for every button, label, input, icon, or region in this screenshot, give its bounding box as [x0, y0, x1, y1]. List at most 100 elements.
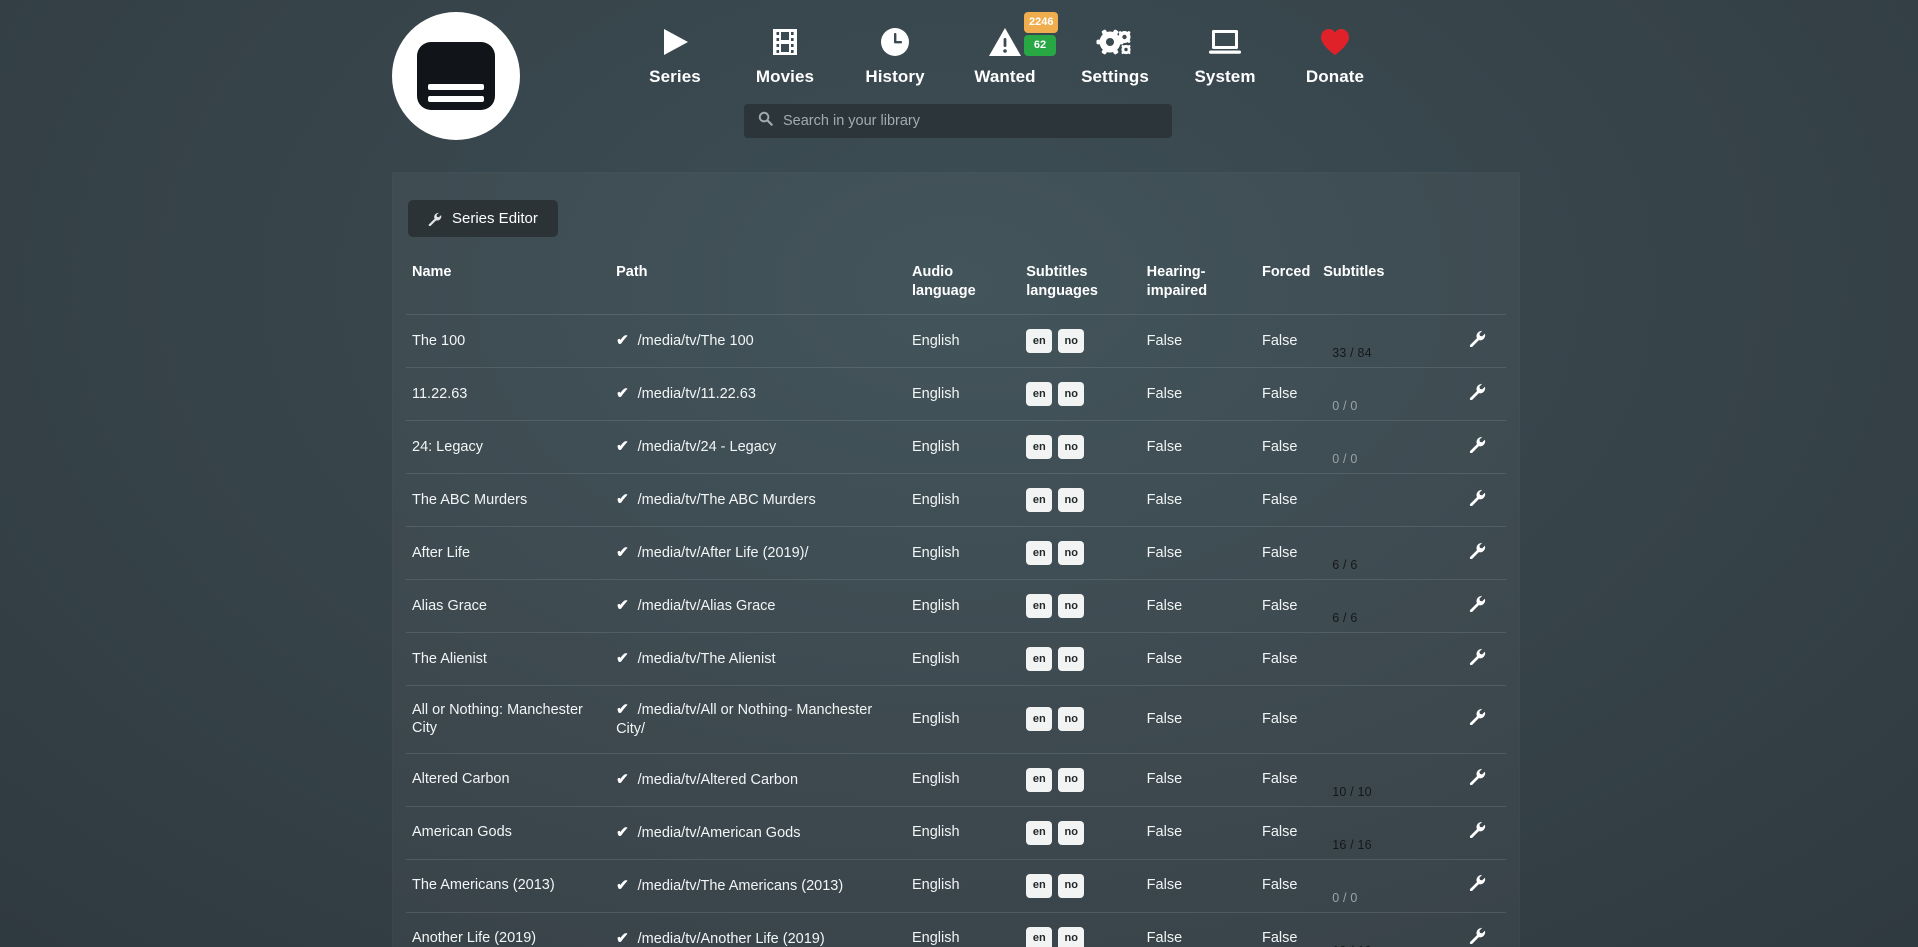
table-row[interactable]: 11.22.63 ✔ /media/tv/11.22.63 English en no Fa… — [406, 367, 1506, 421]
cell-hearing-impaired: False — [1140, 367, 1256, 421]
table-row[interactable]: Alias Grace ✔ /media/tv/Alias Grace English… — [406, 579, 1506, 633]
row-edit-button[interactable] — [1469, 383, 1486, 400]
language-badge-no[interactable]: no — [1058, 435, 1085, 460]
table-row[interactable]: The ABC Murders ✔ /media/tv/The ABC Murder… — [406, 473, 1506, 527]
language-badge-no[interactable]: no — [1058, 594, 1085, 619]
search-input[interactable] — [783, 113, 1158, 129]
table-row[interactable]: American Gods ✔ /media/tv/American Gods Eng… — [406, 805, 1506, 860]
cell-subtitles-languages: en no — [1020, 858, 1141, 913]
language-badge-en[interactable]: en — [1026, 541, 1053, 566]
language-badge-en[interactable]: en — [1026, 647, 1053, 672]
col-header-name[interactable]: Name — [412, 264, 452, 280]
col-header-forced[interactable]: Forced — [1261, 264, 1311, 280]
cell-hearing-impaired: False — [1140, 420, 1256, 474]
row-edit-button[interactable] — [1469, 489, 1486, 506]
language-badge-en[interactable]: en — [1026, 767, 1053, 792]
series-name: American Gods — [412, 824, 512, 841]
language-badge-no[interactable]: no — [1058, 707, 1085, 732]
language-badge-en[interactable]: en — [1026, 707, 1053, 732]
language-badge-no[interactable]: no — [1058, 488, 1085, 513]
language-badge-no[interactable]: no — [1058, 926, 1085, 947]
cell-name: The 100 — [406, 314, 611, 368]
bazarr-logo[interactable] — [392, 12, 520, 140]
cell-subtitles: 6 / 6 — [1317, 579, 1455, 633]
nav-item-settings[interactable]: Settings — [1060, 16, 1170, 85]
nav-item-wanted[interactable]: 2246 62 Wanted — [950, 12, 1060, 85]
language-badge-no[interactable]: no — [1058, 382, 1085, 407]
language-badge-no[interactable]: no — [1058, 541, 1085, 566]
language-badge-en[interactable]: en — [1026, 926, 1053, 947]
table-row[interactable]: The 100 ✔ /media/tv/The 100 English en no Fals… — [406, 314, 1506, 368]
nav-item-movies[interactable]: Movies — [730, 16, 840, 85]
cell-subtitles — [1317, 473, 1455, 527]
nav-item-history[interactable]: History — [840, 16, 950, 85]
badge-wanted-movies[interactable]: 62 — [1024, 35, 1056, 56]
language-badge-en[interactable]: en — [1026, 382, 1053, 407]
row-edit-button[interactable] — [1469, 768, 1486, 786]
nav-item-system[interactable]: System — [1170, 16, 1280, 85]
language-badge-en[interactable]: en — [1026, 329, 1053, 354]
language-badge-no[interactable]: no — [1058, 767, 1085, 792]
check-icon: ✔ — [616, 650, 629, 668]
row-edit-button[interactable] — [1469, 927, 1486, 945]
col-header-path[interactable]: Path — [616, 264, 648, 280]
row-edit-button[interactable] — [1469, 595, 1486, 612]
series-name: After Life — [412, 544, 471, 561]
nav-item-donate[interactable]: Donate — [1280, 16, 1390, 85]
cell-actions — [1454, 805, 1506, 860]
forced-value: False — [1261, 930, 1298, 947]
table-row[interactable]: The Americans (2013) ✔ /media/tv/The Ameri… — [406, 858, 1506, 913]
language-badge-en[interactable]: en — [1026, 873, 1053, 898]
cell-name: All or Nothing: Manchester City — [406, 685, 611, 754]
table-row[interactable]: Altered Carbon ✔ /media/tv/Altered Carbon E… — [406, 752, 1506, 807]
language-badge-en[interactable]: en — [1026, 594, 1053, 619]
series-editor-button[interactable]: Series Editor — [408, 200, 558, 237]
cell-audio-language: English — [905, 858, 1021, 913]
forced-value: False — [1261, 824, 1298, 841]
wanted-badges: 2246 62 — [1024, 12, 1059, 56]
language-badge-en[interactable]: en — [1026, 488, 1053, 513]
hearing-impaired-value: False — [1146, 544, 1183, 561]
row-edit-button[interactable] — [1469, 542, 1486, 559]
row-edit-button[interactable] — [1469, 436, 1486, 453]
col-header-hearing-impaired[interactable]: Hearing-impaired — [1146, 264, 1208, 299]
table-row[interactable]: The Alienist ✔ /media/tv/The Alienist Engli… — [406, 632, 1506, 686]
language-badge-no[interactable]: no — [1058, 873, 1085, 898]
series-name: The ABC Murders — [412, 491, 528, 508]
audio-language: English — [911, 930, 960, 947]
content-panel: Series Editor Name Path Audio language S… — [392, 172, 1520, 947]
row-edit-button[interactable] — [1469, 330, 1486, 347]
language-badge-en[interactable]: en — [1026, 435, 1053, 460]
table-row[interactable]: 24: Legacy ✔ /media/tv/24 - Legacy English e… — [406, 420, 1506, 474]
language-badge-no[interactable]: no — [1058, 820, 1085, 845]
row-edit-button[interactable] — [1469, 708, 1486, 726]
series-path: /media/tv/All or Nothing- Manchester Cit… — [616, 702, 873, 737]
col-header-audio-language[interactable]: Audio language — [911, 264, 976, 299]
cell-subtitles: 0 / 0 — [1317, 858, 1455, 913]
table-row[interactable]: Another Life (2019) ✔ /media/tv/Another Li… — [406, 911, 1506, 947]
search-bar[interactable] — [744, 104, 1172, 138]
nav-label-settings: Settings — [1081, 67, 1149, 86]
series-name: The 100 — [412, 332, 466, 349]
table-row[interactable]: After Life ✔ /media/tv/After Life (2019)/ E… — [406, 526, 1506, 580]
check-icon: ✔ — [616, 491, 629, 509]
table-body: The 100 ✔/media/tv/The 100 English en no Fals… — [406, 314, 1506, 947]
nav-item-series[interactable]: Series — [620, 16, 730, 85]
cell-hearing-impaired: False — [1140, 858, 1256, 913]
check-icon: ✔ — [616, 823, 629, 841]
language-badge-group: en no — [1026, 594, 1134, 619]
row-edit-button[interactable] — [1469, 821, 1486, 839]
language-badge-en[interactable]: en — [1026, 820, 1053, 845]
row-edit-button[interactable] — [1469, 874, 1486, 892]
col-header-subtitles-languages[interactable]: Subtitles languages — [1026, 264, 1098, 299]
row-edit-button[interactable] — [1469, 648, 1486, 665]
forced-value: False — [1261, 544, 1298, 561]
language-badge-no[interactable]: no — [1058, 647, 1085, 672]
language-badge-no[interactable]: no — [1058, 329, 1085, 354]
cell-hearing-impaired: False — [1140, 526, 1256, 580]
audio-language: English — [911, 491, 960, 508]
table-row[interactable]: All or Nothing: Manchester City ✔/media/t… — [406, 685, 1506, 754]
cell-path: ✔ /media/tv/The Americans (2013) — [610, 858, 906, 913]
badge-wanted-episodes[interactable]: 2246 — [1024, 12, 1059, 33]
col-header-subtitles[interactable]: Subtitles — [1323, 264, 1385, 280]
